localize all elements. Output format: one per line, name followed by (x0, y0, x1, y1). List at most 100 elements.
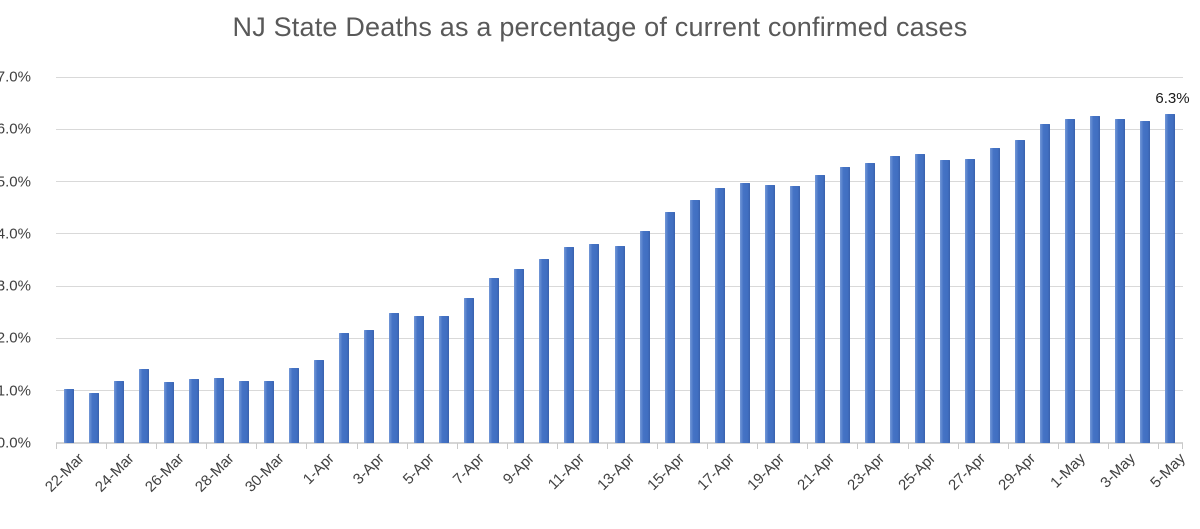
x-axis-tick (1107, 443, 1109, 449)
x-axis-tick (156, 443, 158, 449)
bar (1165, 113, 1176, 443)
x-axis-tick (456, 443, 458, 449)
x-axis-tick (506, 443, 508, 449)
bar (789, 186, 800, 443)
bar (138, 369, 149, 443)
x-axis-tick (206, 443, 208, 449)
x-axis-tick-label: 17-Apr (694, 450, 739, 494)
bar (1090, 115, 1101, 443)
data-label: 6.3% (1155, 89, 1190, 107)
x-axis-tick-label: 11-Apr (544, 450, 588, 494)
x-axis-tick-label: 5-May (1147, 450, 1190, 492)
x-axis-tick-label: 1-Apr (299, 450, 338, 488)
bar (163, 381, 174, 443)
bar (263, 381, 274, 443)
bar (614, 245, 625, 443)
x-axis-tick (707, 443, 709, 449)
x-axis-tick-label: 23-Apr (844, 450, 889, 494)
bar (814, 174, 825, 443)
x-axis-tick (56, 443, 57, 449)
x-axis-tick (406, 443, 408, 449)
x-axis-tick-label: 25-Apr (894, 450, 939, 494)
x-axis-tick-label: 1-May (1047, 450, 1089, 492)
x-axis-tick-label: 15-Apr (644, 450, 689, 494)
x-axis-tick (1007, 443, 1009, 449)
y-axis-tick-label: 4.0% (0, 225, 31, 243)
x-axis-tick (306, 443, 308, 449)
bar (464, 298, 475, 443)
bar (1140, 121, 1151, 443)
x-axis-tick-label: 5-Apr (399, 450, 438, 488)
x-axis-tick-label: 3-May (1097, 450, 1139, 492)
x-axis-tick (857, 443, 859, 449)
bar (238, 380, 249, 443)
chart-title: NJ State Deaths as a percentage of curre… (232, 12, 968, 42)
x-axis-tick (606, 443, 608, 449)
y-axis-tick-label: 6.0% (0, 120, 31, 138)
bar (940, 159, 951, 443)
y-axis-tick-label: 0.0% (0, 434, 31, 452)
y-axis-tick-label: 7.0% (0, 68, 31, 86)
bar (514, 269, 525, 443)
bar (689, 199, 700, 443)
y-gridline (56, 181, 1183, 183)
x-axis-tick-label: 24-Mar (91, 450, 138, 496)
x-axis-tick-label: 13-Apr (594, 450, 639, 494)
bar (1065, 118, 1076, 443)
x-axis-tick-label: 3-Apr (349, 450, 388, 488)
x-axis-tick-label: 27-Apr (944, 450, 989, 494)
bar (88, 392, 99, 443)
bar (339, 333, 349, 443)
bar (839, 167, 850, 443)
x-axis-tick (106, 443, 108, 449)
x-axis-tick-label: 22-Mar (41, 450, 88, 496)
bar (564, 247, 575, 443)
bar (714, 188, 725, 443)
bar (288, 368, 299, 443)
bar (639, 230, 650, 443)
x-axis-tick (757, 443, 759, 449)
bar (739, 182, 750, 443)
bar (439, 315, 450, 443)
bar (864, 163, 875, 443)
x-axis-tick-label: 19-Apr (744, 450, 789, 494)
y-axis-tick-label: 1.0% (0, 382, 31, 400)
y-gridline (56, 128, 1183, 130)
y-axis-tick-label: 2.0% (0, 329, 31, 347)
x-axis-tick (657, 443, 659, 449)
bar (889, 156, 900, 443)
bar (664, 211, 675, 443)
bar (1040, 124, 1051, 443)
bar (539, 258, 550, 443)
x-axis-tick-label: 7-Apr (449, 450, 488, 488)
bar (965, 159, 976, 443)
bar (589, 244, 600, 443)
x-axis-tick-label: 26-Mar (141, 450, 188, 496)
x-axis-tick (556, 443, 558, 449)
x-axis-line (56, 442, 1183, 444)
bar (188, 378, 199, 443)
x-axis-tick (807, 443, 809, 449)
x-axis-tick-label: 30-Mar (241, 450, 288, 496)
bar (364, 329, 375, 443)
y-gridline (56, 233, 1183, 235)
bar (1115, 118, 1126, 443)
x-axis-tick-label: 29-Apr (994, 450, 1039, 494)
x-axis-tick-label: 28-Mar (191, 450, 238, 496)
y-axis-tick-label: 5.0% (0, 173, 31, 191)
bar (990, 148, 1001, 443)
x-axis-tick-label: 21-Apr (794, 450, 839, 494)
x-axis-tick (907, 443, 909, 449)
bar (764, 184, 775, 443)
plot-area: 0.0% 1.0% 2.0% 3.0% 4.0% 5.0% 6.0% 7.0% 22-Mar 24… (0, 69, 1190, 496)
bar (63, 389, 74, 443)
x-axis-tick (1182, 443, 1183, 449)
x-axis-tick (356, 443, 358, 449)
y-axis-tick-label: 3.0% (0, 277, 31, 295)
bar (213, 377, 224, 443)
x-axis-tick (1157, 443, 1159, 449)
bar (414, 315, 425, 443)
bar (389, 313, 400, 443)
bar (489, 277, 500, 443)
